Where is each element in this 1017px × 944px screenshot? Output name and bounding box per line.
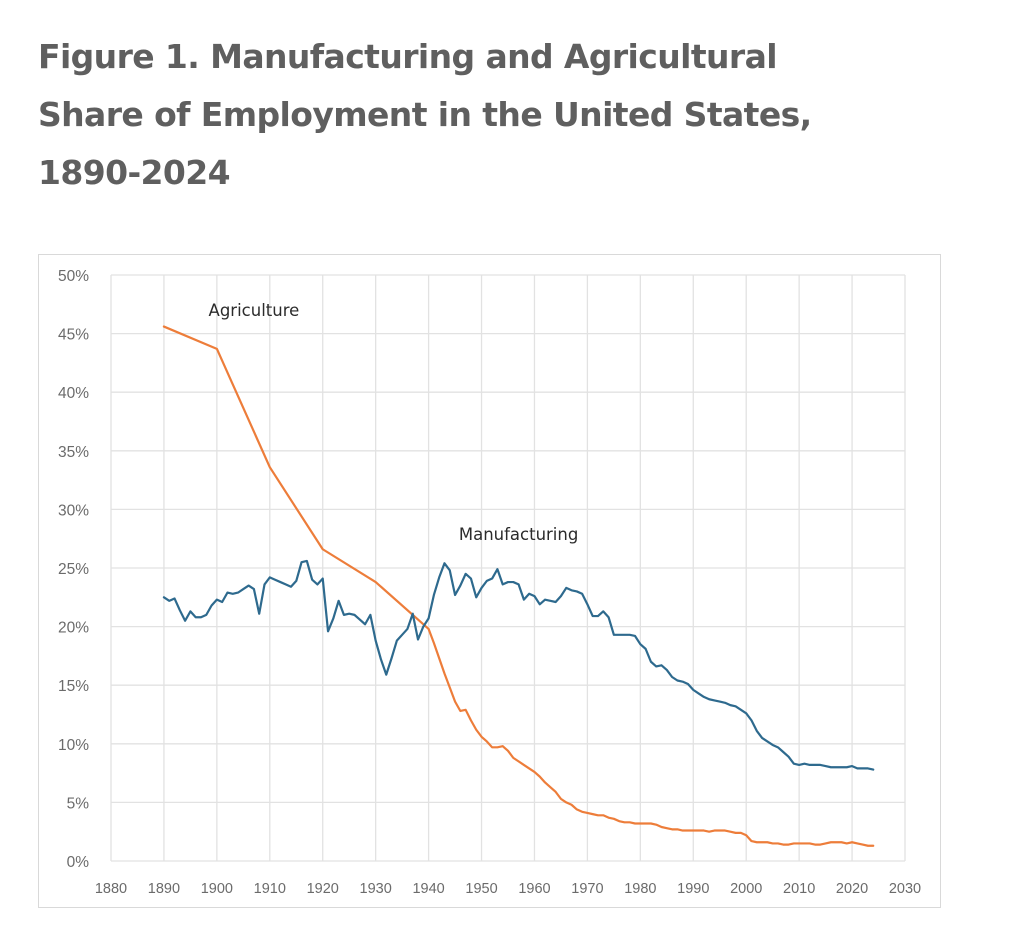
x-axis-tick-labels: 1880 1890 1900 1910 1920 1930 1940 1950 1960 1970… xyxy=(95,881,921,897)
x-tick-label: 1910 xyxy=(254,881,286,897)
y-tick-label: 20% xyxy=(58,620,89,637)
chart-frame xyxy=(38,254,941,908)
x-tick-label: 1960 xyxy=(518,881,550,897)
x-tick-label: 1890 xyxy=(148,881,180,897)
x-tick-label: 1930 xyxy=(360,881,392,897)
x-tick-label: 2010 xyxy=(783,881,815,897)
y-tick-label: 15% xyxy=(58,678,89,695)
y-tick-label: 40% xyxy=(58,385,89,402)
x-tick-label: 1950 xyxy=(465,881,497,897)
y-tick-label: 25% xyxy=(58,561,89,578)
x-tick-label: 1970 xyxy=(571,881,603,897)
series-annotations: Agriculture Manufacturing xyxy=(209,301,579,544)
y-tick-label: 30% xyxy=(58,502,89,519)
series-line-agriculture xyxy=(162,325,875,847)
annotation-manufacturing: Manufacturing xyxy=(459,525,578,544)
x-tick-label: 2030 xyxy=(889,881,921,897)
x-tick-label: 1990 xyxy=(677,881,709,897)
figure-title-line-3: 1890-2024 xyxy=(38,153,231,192)
x-tick-label: 1920 xyxy=(307,881,339,897)
x-tick-label: 1880 xyxy=(95,881,127,897)
figure-title-line-1: Figure 1. Manufacturing and Agricultural xyxy=(38,37,778,76)
x-tick-label: 1940 xyxy=(412,881,444,897)
x-tick-label: 2000 xyxy=(730,881,762,897)
y-tick-label: 0% xyxy=(67,854,90,871)
x-tick-label: 2020 xyxy=(836,881,868,897)
y-tick-label: 5% xyxy=(67,795,90,812)
annotation-agriculture: Agriculture xyxy=(209,301,300,320)
y-axis-tick-labels: 0% 5% 10% 15% 20% 25% 30% 35% 40% 45% 50% xyxy=(58,268,89,871)
y-tick-label: 45% xyxy=(58,327,89,344)
series-lines xyxy=(162,325,875,847)
y-tick-label: 35% xyxy=(58,444,89,461)
y-tick-label: 10% xyxy=(58,737,89,754)
y-tick-label: 50% xyxy=(58,268,89,285)
x-tick-label: 1980 xyxy=(624,881,656,897)
grid xyxy=(110,274,906,862)
figure-title: Figure 1. Manufacturing and Agricultural… xyxy=(38,28,938,202)
series-line-manufacturing xyxy=(162,559,875,771)
figure-title-line-2: Share of Employment in the United States… xyxy=(38,95,812,134)
x-tick-label: 1900 xyxy=(201,881,233,897)
